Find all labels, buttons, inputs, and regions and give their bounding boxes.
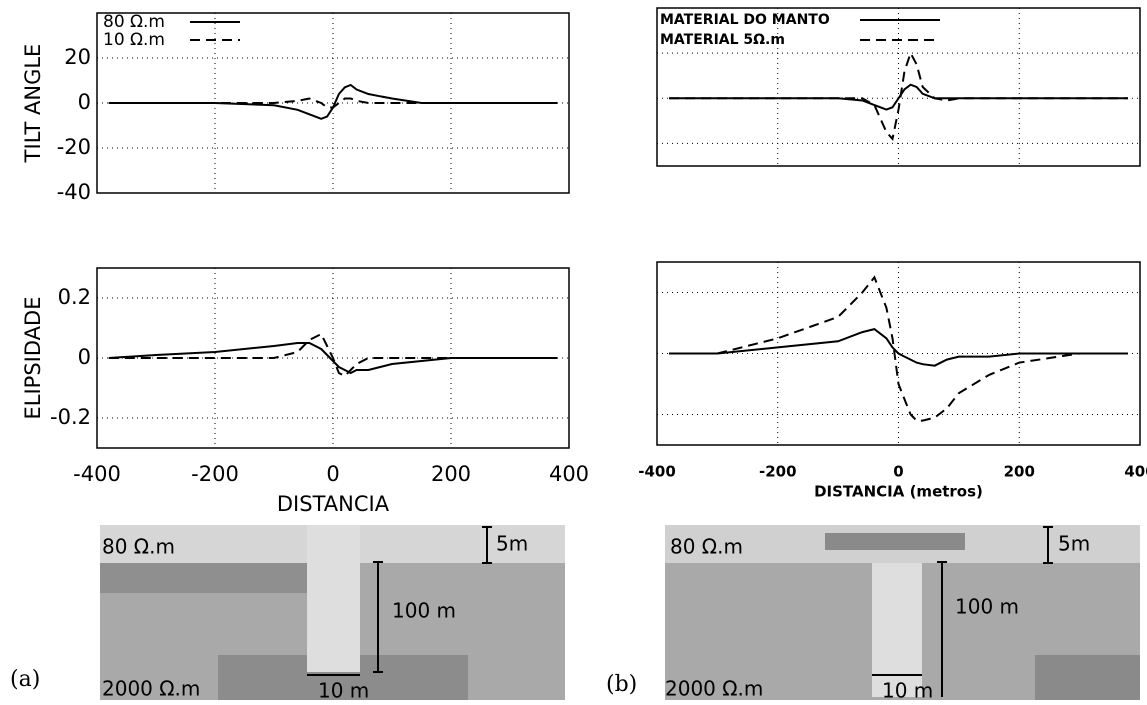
x-tick-label: 400 xyxy=(1124,463,1147,481)
layer-label: 2000 Ω.m xyxy=(665,677,763,701)
y-axis-label: TILT ANGLE xyxy=(21,44,45,164)
shade xyxy=(1035,655,1140,700)
y-tick-label: -20 xyxy=(57,135,91,159)
thickness-label: 5m xyxy=(1058,532,1090,556)
dike xyxy=(872,563,922,697)
x-tick-label: 200 xyxy=(431,462,471,486)
layer-label: 80 Ω.m xyxy=(670,535,743,559)
legend-label: 10 Ω.m xyxy=(103,30,165,50)
model-a: 80 Ω.m 5m 100 m 10 m 2000 Ω.m (a) xyxy=(10,525,565,703)
legend-label: MATERIAL DO MANTO xyxy=(660,12,830,28)
x-tick-label: -200 xyxy=(759,463,797,481)
x-tick-label: -400 xyxy=(73,462,121,486)
anomaly xyxy=(825,533,965,550)
x-tick-label: 0 xyxy=(893,463,903,481)
series-line xyxy=(108,97,558,109)
y-tick-label: 0 xyxy=(78,345,91,369)
series-line xyxy=(108,342,558,375)
x-axis-label: DISTANCIA xyxy=(277,492,390,516)
y-tick-label: 20 xyxy=(64,45,91,69)
series-line xyxy=(108,83,558,120)
x-tick-label: 0 xyxy=(326,462,339,486)
depth-label: 100 m xyxy=(955,595,1019,619)
y-tick-label: 0 xyxy=(78,90,91,114)
panel-label: (a) xyxy=(10,667,40,692)
y-tick-label: 0.2 xyxy=(58,285,91,309)
x-axis-label: DISTANCIA (metros) xyxy=(814,483,983,501)
shade xyxy=(100,563,307,593)
series-line xyxy=(669,50,1128,142)
panel-label: (b) xyxy=(606,672,637,697)
y-axis-label: ELIPSIDADE xyxy=(21,297,45,420)
x-tick-label: 400 xyxy=(549,462,589,486)
width-label: 10 m xyxy=(882,679,933,703)
x-tick-label: -400 xyxy=(638,463,676,481)
layer-label: 80 Ω.m xyxy=(102,535,175,559)
series-line xyxy=(669,275,1128,422)
width-label: 10 m xyxy=(318,679,369,703)
layer-label: 2000 Ω.m xyxy=(102,677,200,701)
model-b: 80 Ω.m 5m 100 m 10 m 2000 Ω.m (b) xyxy=(606,525,1140,703)
series-line xyxy=(669,328,1128,367)
x-tick-label: -200 xyxy=(191,462,239,486)
depth-label: 100 m xyxy=(392,599,456,623)
thickness-label: 5m xyxy=(496,532,528,556)
y-tick-label: -40 xyxy=(57,180,91,204)
dike xyxy=(307,525,360,672)
legend-label: MATERIAL 5Ω.m xyxy=(660,32,785,48)
y-tick-label: -0.2 xyxy=(50,405,91,429)
legend-label: 80 Ω.m xyxy=(103,12,165,32)
series-line xyxy=(108,332,558,378)
x-tick-label: 200 xyxy=(1004,463,1035,481)
